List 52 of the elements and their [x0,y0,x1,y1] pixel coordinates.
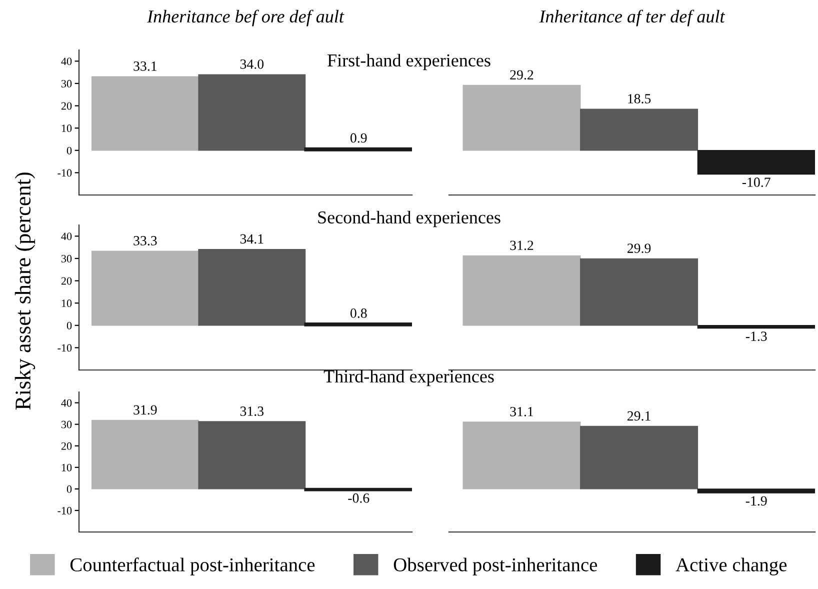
legend-label: Observed post-inheritance [394,558,598,576]
data-label: 29.2 [510,70,534,80]
bar [198,421,306,490]
y-tick-label: 40 [61,232,72,240]
data-label: 31.2 [510,240,534,250]
data-label: 29.9 [627,244,651,254]
bar [91,76,199,151]
y-axis-title: Risky asset share (percent) [14,172,36,410]
y-tick-label: 20 [61,442,72,450]
y-tick-label: 20 [61,102,72,110]
chart-title: Second-hand experiences [318,210,500,228]
data-label: 0.8 [350,308,367,318]
data-label: 29.1 [627,411,650,421]
y-tick-label: 10 [62,300,72,308]
data-label: 18.5 [628,94,651,104]
y-tick-label: -10 [58,506,72,514]
y-tick-label: 10 [62,124,72,132]
data-label: 31.1 [510,406,534,416]
y-tick-label: 10 [62,464,72,472]
data-label: 34.1 [240,234,264,244]
data-label: -10.7 [742,178,770,187]
legend-label: Active change [676,558,787,576]
data-label: -0.6 [348,493,370,503]
bar [198,248,306,326]
chart-title: First-hand experiences [328,54,490,70]
data-label: 31.9 [134,405,157,415]
y-tick-label: 30 [61,420,72,428]
y-tick-label: 0 [66,146,72,154]
data-label: -1.3 [746,332,767,342]
data-label: -1.9 [746,496,767,506]
bar [91,420,199,490]
y-tick-label: 30 [61,80,72,88]
y-tick-label: 0 [66,322,72,330]
chart-subtitle: Inheritance af ter def ault [539,10,726,26]
y-tick-label: 40 [61,399,72,407]
chart-title: Third-hand experiences [324,370,494,386]
bar [91,250,199,326]
data-label: 33.3 [134,236,157,246]
legend-label: Counterfactual post-inheritance [70,558,315,576]
y-tick-label: 30 [61,254,72,262]
y-tick-label: 0 [66,485,72,493]
chart-subtitle: Inheritance bef ore def ault [146,10,344,26]
data-label: 34.0 [240,59,264,69]
bar [304,147,412,152]
y-tick-label: 40 [61,58,72,66]
y-tick-label: -10 [58,169,72,177]
data-label: 31.3 [240,406,264,416]
data-label: 0.9 [350,133,367,143]
y-tick-label: -10 [58,344,72,352]
y-tick-label: 20 [61,277,72,285]
bar [198,74,306,151]
data-label: 33.1 [134,61,156,71]
